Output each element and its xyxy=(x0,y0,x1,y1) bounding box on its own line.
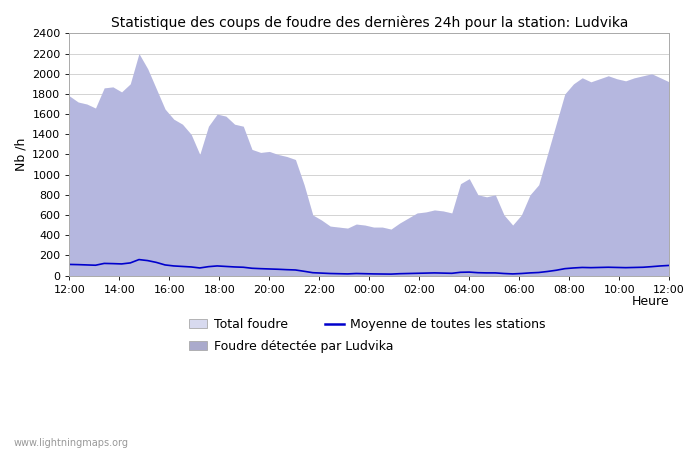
Text: www.lightningmaps.org: www.lightningmaps.org xyxy=(14,438,129,448)
Legend: Foudre détectée par Ludvika: Foudre détectée par Ludvika xyxy=(183,335,398,358)
Y-axis label: Nb /h: Nb /h xyxy=(15,138,28,171)
Title: Statistique des coups de foudre des dernières 24h pour la station: Ludvika: Statistique des coups de foudre des dern… xyxy=(111,15,628,30)
Text: Heure: Heure xyxy=(631,295,669,308)
